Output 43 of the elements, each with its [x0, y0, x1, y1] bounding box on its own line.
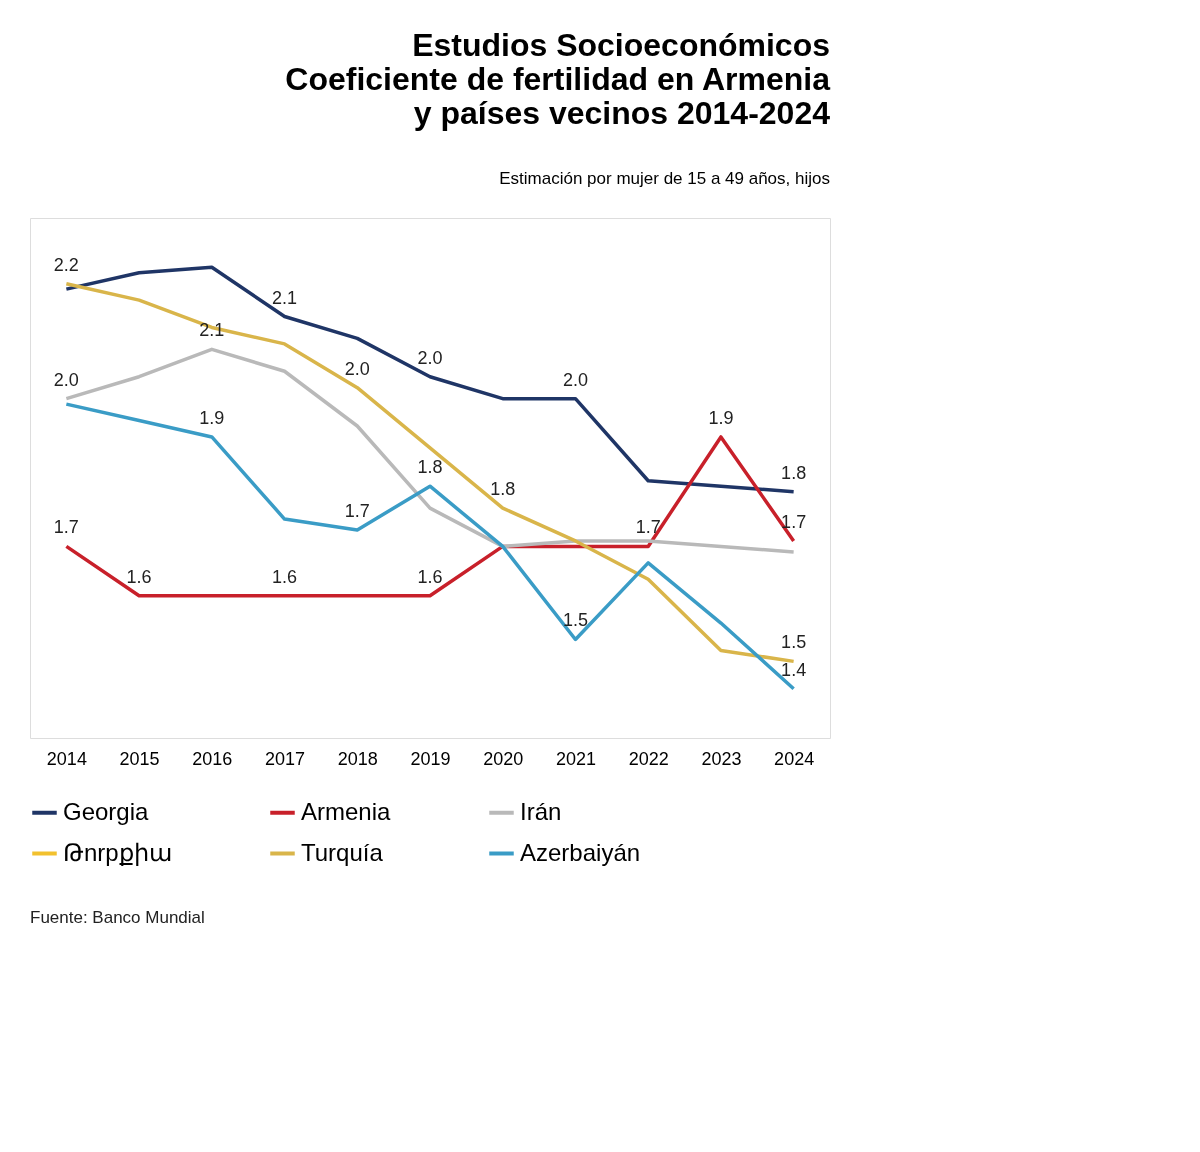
data-label: 2.1	[272, 287, 298, 308]
x-tick-label: 2023	[701, 748, 742, 769]
legend-label: Թnrpքիա	[63, 838, 172, 866]
x-tick-label: 2021	[555, 748, 596, 769]
data-label: 1.5	[562, 610, 588, 631]
data-label: 1.6	[126, 566, 152, 587]
data-label: 1.7	[344, 501, 370, 521]
data-label: 1.5	[781, 632, 807, 653]
data-label: 1.8	[781, 462, 807, 483]
data-label: 2.0	[417, 347, 443, 368]
data-label: 1.9	[199, 407, 225, 428]
x-tick-label: 2020	[483, 748, 524, 769]
data-label: 2.0	[562, 369, 588, 390]
legend-label: Georgia	[63, 797, 150, 825]
x-tick-label: 2017	[265, 748, 306, 769]
x-tick-label: 2015	[119, 748, 160, 769]
data-label: 1.4	[781, 659, 807, 680]
text: Estudios Socioeconómicos	[412, 27, 830, 63]
source-note: Fuente: Banco Mundial	[30, 908, 205, 927]
x-tick-label: 2018	[337, 748, 378, 769]
text: y países vecinos 2014-2024	[413, 95, 830, 131]
legend-label: Turquía	[301, 838, 384, 866]
x-tick-label: 2022	[628, 748, 669, 769]
data-label: 1.6	[417, 566, 443, 587]
x-tick-label: 2016	[192, 748, 233, 769]
x-tick-label: 2024	[774, 748, 815, 769]
data-label: 1.7	[53, 517, 79, 538]
data-label: 1.6	[272, 566, 298, 587]
legend-label: Azerbaiyán	[520, 838, 641, 866]
data-label: 2.0	[53, 369, 79, 390]
x-tick-label: 2014	[46, 748, 87, 769]
legend-label: Armenia	[301, 797, 392, 825]
legend-label: Irán	[520, 797, 562, 825]
chart-subtitle: Estimación por mujer de 15 a 49 años, hijos	[499, 169, 830, 188]
data-label: 1.8	[490, 479, 516, 500]
x-tick-label: 2019	[410, 748, 451, 769]
text: Coeficiente de fertilidad en Armenia	[285, 61, 830, 97]
data-label: 1.8	[417, 457, 443, 478]
data-label: 2.0	[344, 358, 370, 379]
data-label: 2.2	[53, 254, 79, 275]
data-label: 1.9	[708, 407, 734, 428]
data-label: 1.7	[781, 511, 807, 532]
data-label: 1.7	[635, 517, 661, 538]
